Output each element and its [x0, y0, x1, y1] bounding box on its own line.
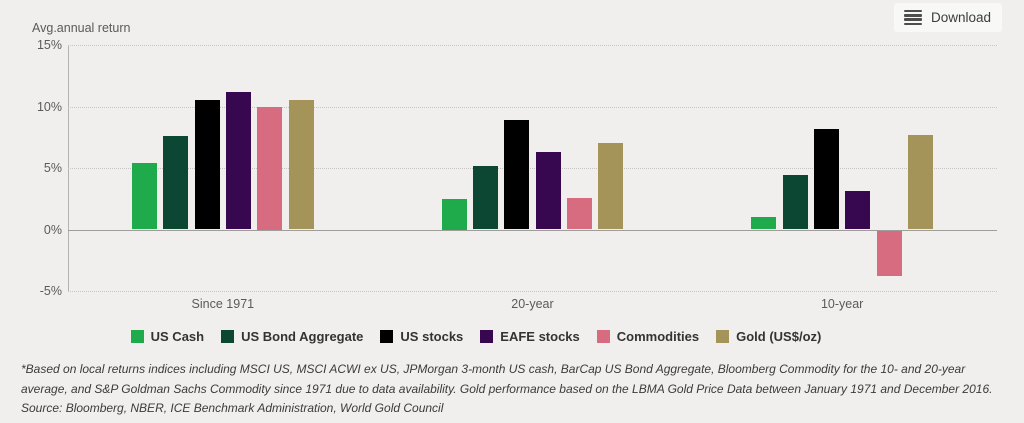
gridline--5 [68, 291, 997, 292]
legend-label: US Bond Aggregate [241, 329, 364, 344]
zero-gridline [68, 229, 997, 231]
chart-y-axis-title: Avg.annual return [32, 21, 131, 35]
legend-label: US stocks [400, 329, 464, 344]
bar-eafe-stocks-20-year [535, 152, 561, 230]
bar-gold-us-oz-10-year [907, 134, 933, 230]
legend-item-us-bond-aggregate[interactable]: US Bond Aggregate [221, 329, 363, 344]
legend-item-commodities[interactable]: Commodities [596, 329, 700, 344]
footnote-note: *Based on local returns indices includin… [21, 362, 993, 396]
x-category-label-20-year: 20-year [511, 297, 554, 311]
bar-us-stocks-since-1971 [194, 100, 220, 230]
footnote: *Based on local returns indices includin… [21, 360, 1013, 419]
bar-commodities-20-year [566, 197, 592, 230]
gridline-10 [68, 106, 997, 108]
legend-label: Gold (US$/oz) [736, 329, 822, 344]
bar-us-cash-10-year [751, 217, 777, 230]
bar-gold-us-oz-since-1971 [288, 100, 314, 230]
bar-us-cash-since-1971 [132, 163, 158, 230]
download-button[interactable]: Download [893, 3, 1002, 32]
bar-eafe-stocks-since-1971 [225, 91, 251, 230]
legend-item-eafe-stocks[interactable]: EAFE stocks [480, 329, 580, 344]
bar-us-bond-aggregate-20-year [473, 165, 499, 230]
legend-label: Commodities [616, 329, 700, 344]
legend-swatch-us-cash [130, 330, 144, 343]
bar-eafe-stocks-10-year [845, 191, 871, 230]
legend-item-us-stocks[interactable]: US stocks [380, 329, 463, 344]
x-category-label-10-year: 10-year [820, 297, 864, 311]
footnote-source: Source: Bloomberg, NBER, ICE Benchmark A… [21, 401, 444, 415]
legend-swatch-commodities [596, 330, 610, 343]
legend-swatch-eafe-stocks [480, 330, 494, 343]
legend-swatch-us-bond-aggregate [221, 330, 235, 343]
bar-commodities-since-1971 [257, 106, 283, 230]
gridline-5 [68, 168, 997, 169]
gridline-15 [68, 45, 997, 46]
y-tick-label: -5% [39, 284, 62, 298]
y-tick-label: 10% [36, 99, 62, 114]
legend-label: EAFE stocks [500, 329, 580, 344]
download-menu-icon [903, 8, 922, 27]
bar-us-bond-aggregate-since-1971 [163, 136, 189, 230]
legend-item-us-cash[interactable]: US Cash [130, 329, 205, 344]
bar-us-stocks-10-year [814, 128, 840, 230]
plot-area: 15% 10% 5% 0% -5% Since 1971 20-year 10-year [37, 38, 997, 311]
legend-label: US Cash [150, 329, 205, 344]
bar-us-bond-aggregate-10-year [782, 175, 808, 230]
bar-us-cash-20-year [441, 198, 467, 230]
download-button-label: Download [930, 9, 991, 25]
bar-gold-us-oz-20-year [598, 143, 624, 230]
y-tick-label: 0% [43, 222, 62, 237]
bar-us-stocks-20-year [504, 120, 530, 230]
legend-item-gold-us-oz[interactable]: Gold (US$/oz) [716, 329, 821, 344]
legend-swatch-us-stocks [380, 330, 394, 343]
y-tick-label: 15% [36, 38, 62, 52]
y-tick-label: 5% [43, 161, 62, 175]
legend-swatch-gold-us-oz [716, 330, 730, 343]
legend: US Cash US Bond Aggregate US stocks EAFE st… [0, 329, 952, 344]
x-category-label-since-1971: Since 1971 [191, 297, 255, 311]
bar-commodities-10-year [876, 230, 902, 276]
